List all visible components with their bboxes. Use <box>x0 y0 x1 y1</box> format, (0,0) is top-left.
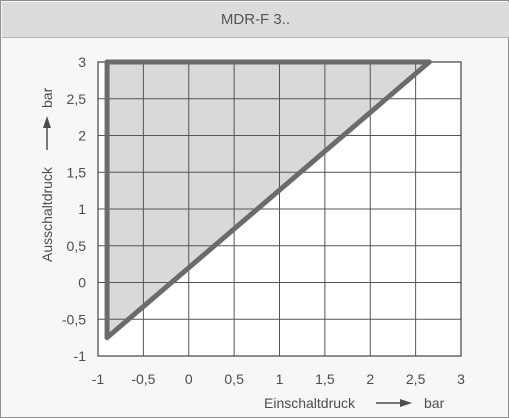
region-diagonal-edge <box>104 59 432 341</box>
region-boundary <box>104 59 432 341</box>
chart-title: MDR-F 3.. <box>2 2 509 38</box>
y-tick-label: 3 <box>78 54 86 70</box>
x-axis-ticks: -1 -0,5 0 0,5 1 1,5 2 2,5 3 <box>92 371 465 387</box>
x-axis-label-group: Einschaltdruck bar <box>264 395 445 411</box>
x-axis-arrow-icon <box>400 399 412 407</box>
x-axis-label: Einschaltdruck <box>264 395 356 411</box>
x-axis-unit: bar <box>424 395 445 411</box>
x-tick-label: 0 <box>185 371 193 387</box>
y-axis-arrow-icon <box>43 116 51 128</box>
x-tick-label: 0,5 <box>224 371 244 387</box>
y-axis-ticks: -1 -0,5 0 0,5 1 1,5 2 2,5 3 <box>62 54 86 364</box>
y-axis-label-group: Ausschaltdruck bar <box>39 87 55 262</box>
y-tick-label: 2 <box>78 128 86 144</box>
x-tick-label: -0,5 <box>131 371 155 387</box>
y-tick-label: -1 <box>74 348 87 364</box>
y-tick-label: 2,5 <box>67 91 87 107</box>
y-axis-unit: bar <box>39 87 55 108</box>
x-tick-label: 3 <box>457 371 465 387</box>
y-axis-label: Ausschaltdruck <box>39 166 55 262</box>
x-tick-label: 1 <box>276 371 284 387</box>
x-tick-label: 2,5 <box>406 371 426 387</box>
y-tick-label: 1,5 <box>67 164 87 180</box>
x-tick-label: 1,5 <box>315 371 335 387</box>
y-tick-label: 0,5 <box>67 238 87 254</box>
x-tick-label: 2 <box>366 371 374 387</box>
y-tick-label: 0 <box>78 275 86 291</box>
y-tick-label: 1 <box>78 201 86 217</box>
y-tick-label: -0,5 <box>62 311 86 327</box>
x-tick-label: -1 <box>92 371 105 387</box>
